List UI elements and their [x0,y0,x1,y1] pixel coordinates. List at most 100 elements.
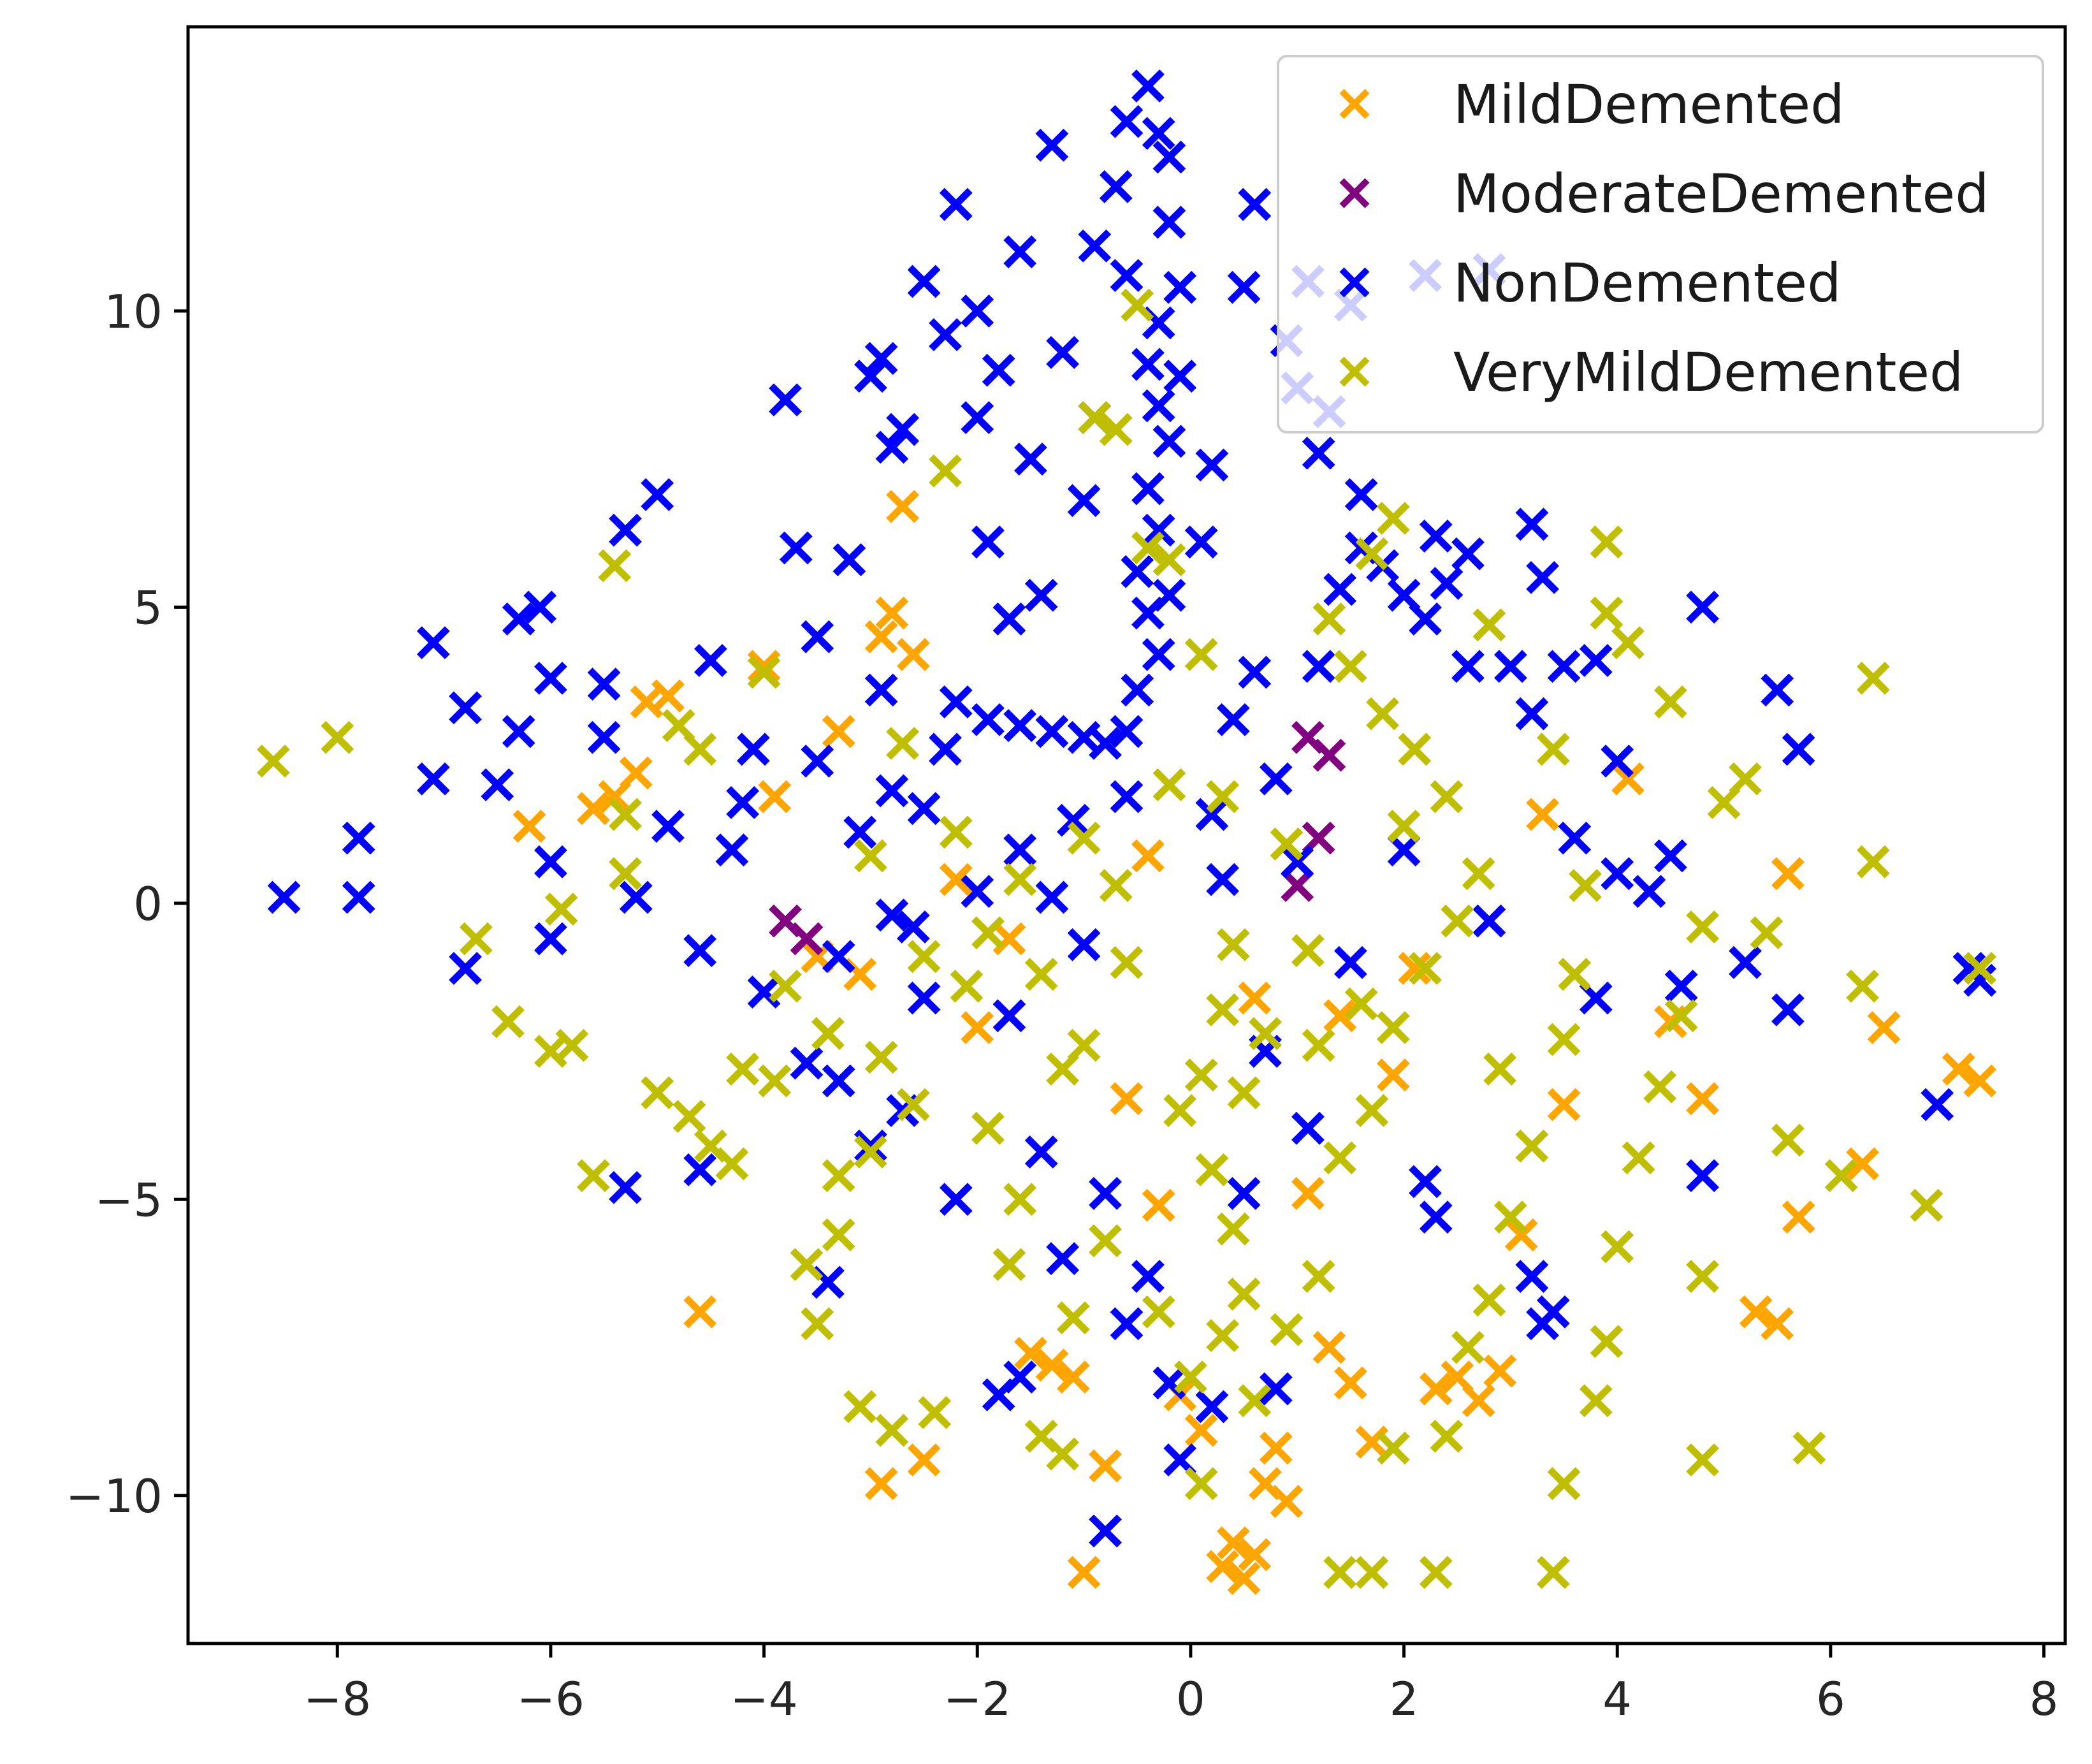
data-point [907,981,941,1015]
data-point [801,744,834,778]
data-point [1430,1419,1464,1453]
data-point [1398,733,1432,766]
x-tick-label: −2 [943,1672,1011,1726]
data-point [1035,880,1069,914]
data-point [1536,733,1570,766]
data-point [1110,1082,1144,1116]
data-point [1174,1360,1207,1394]
data-point [619,880,653,914]
data-point [1227,1076,1261,1109]
data-point [481,768,514,801]
data-point [1601,857,1634,891]
data-point [961,401,994,434]
data-point [1579,1384,1613,1418]
data-point [1056,803,1090,837]
data-point [1729,762,1762,796]
data-point [790,1248,824,1281]
data-point [1515,507,1549,541]
data-point [896,638,930,671]
data-point [1291,1177,1325,1210]
data-point [1121,555,1154,588]
data-point [1035,715,1069,748]
data-point [1547,1467,1581,1501]
data-point [555,1028,589,1062]
data-point [779,531,813,565]
data-point [502,602,535,636]
x-tick-label: 2 [1390,1672,1419,1726]
data-point [1323,1141,1357,1175]
data-point [1238,981,1272,1015]
data-point [1067,1556,1101,1589]
data-point [1344,987,1378,1021]
data-point [1227,1561,1261,1595]
data-point [939,815,973,849]
data-point [491,1005,525,1039]
data-point [1963,1064,1997,1098]
data-point [854,1129,887,1163]
data-point [1110,1307,1144,1341]
data-point [449,952,482,985]
data-point [1483,1354,1517,1388]
data-point [1131,472,1165,506]
data-point [1547,1088,1581,1121]
data-point [992,602,1026,636]
data-point [641,1076,674,1109]
data-point [1686,1443,1719,1476]
data-point [1355,1094,1389,1127]
data-point [1771,1123,1805,1157]
data-point [939,863,973,896]
data-point [875,898,909,932]
data-point [1195,448,1229,482]
data-point [1206,863,1239,896]
data-point [1003,833,1037,867]
data-point [864,1040,898,1074]
data-point [1152,425,1186,458]
legend-marker-icon [1339,178,1370,208]
y-tick-label: −10 [66,1469,163,1523]
legend-item: ModerateDemented [1339,163,1989,225]
data-point [1856,845,1890,878]
data-point [1729,945,1762,979]
data-point [907,940,941,973]
data-point [1472,904,1506,938]
data-point [1493,650,1527,683]
data-point [651,679,685,713]
data-point [1046,1242,1079,1276]
data-point [843,1390,877,1424]
data-point [875,774,909,808]
x-tick-label: 6 [1816,1672,1845,1726]
data-point [1003,235,1037,268]
data-point [1046,1053,1079,1086]
data-point [1035,1348,1069,1382]
data-point [907,1443,941,1476]
data-point [1398,952,1432,985]
x-tick-label: 8 [2030,1672,2059,1726]
data-point [1184,638,1218,671]
data-point [1622,1141,1655,1175]
data-point [1366,697,1399,731]
data-point [1163,1094,1197,1127]
data-point [1035,128,1069,162]
data-point [1216,1526,1250,1559]
data-point [769,969,802,1003]
x-tick-label: 0 [1176,1672,1205,1726]
legend-marker-icon [1339,267,1370,298]
data-point [1142,638,1175,671]
data-point [971,525,1005,559]
data-point [1291,1111,1325,1145]
data-point [1451,537,1485,571]
data-point [1206,993,1239,1026]
data-point [1376,1431,1410,1465]
data-point [1003,863,1037,896]
data-point [1451,650,1485,683]
data-point [1504,1218,1538,1251]
data-point [1323,1556,1357,1589]
data-point [1462,1384,1495,1418]
data-point [1302,650,1335,683]
data-point [1067,720,1101,754]
data-point [1270,1485,1304,1518]
y-tick-label: 0 [133,877,163,931]
data-point [1259,1372,1293,1406]
series-NonDemented [267,69,1997,1548]
